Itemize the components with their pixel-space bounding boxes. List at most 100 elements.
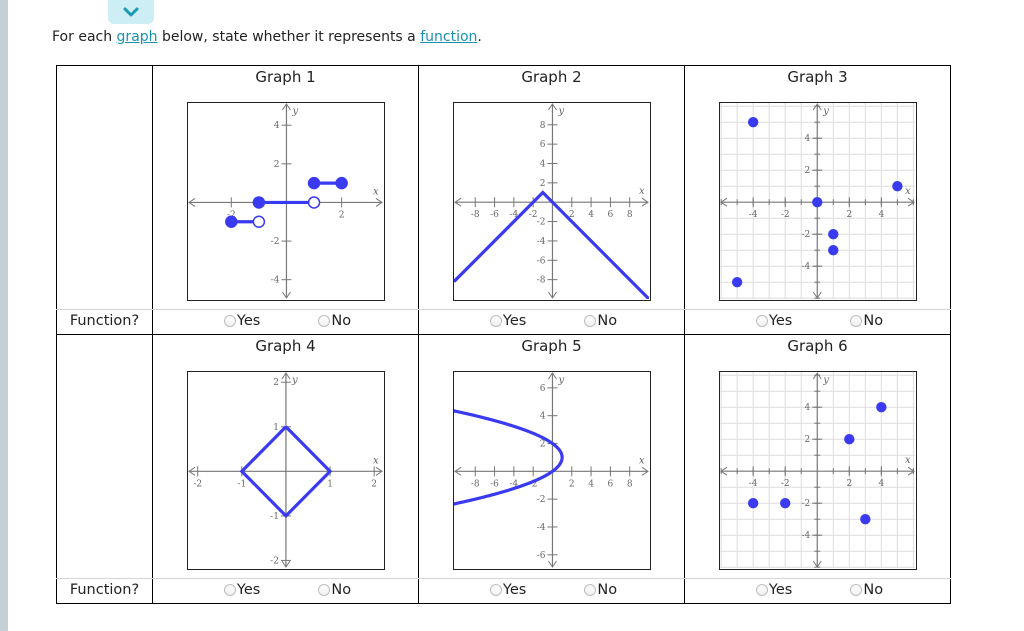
- radio-button[interactable]: [318, 315, 331, 327]
- svg-text:4: 4: [588, 479, 594, 489]
- graph-3-yes-option[interactable]: Yes: [755, 310, 793, 332]
- graph-6-no-option[interactable]: No: [850, 579, 883, 601]
- svg-text:2: 2: [804, 435, 810, 445]
- function-row-label: Function?: [56, 578, 153, 604]
- svg-text:-6: -6: [490, 479, 499, 489]
- no-label: No: [863, 582, 884, 598]
- function-link[interactable]: function: [420, 29, 478, 45]
- graph-title: Graph 4: [152, 334, 419, 358]
- graph-title: Graph 3: [684, 65, 951, 89]
- svg-text:x: x: [639, 186, 645, 197]
- graph-5-no-option[interactable]: No: [584, 579, 617, 601]
- graph-link[interactable]: graph: [116, 29, 158, 45]
- yes-label: Yes: [768, 313, 793, 329]
- graph-3-no-option[interactable]: No: [850, 310, 883, 332]
- graph-5-plot: -8 -6 -4 -2 2 4 6 8 -6 -4 -2 2 4 6 x y: [452, 371, 651, 570]
- radio-button[interactable]: [584, 315, 597, 327]
- prompt-text: below, state whether it represents a: [157, 29, 421, 45]
- svg-text:8: 8: [539, 121, 545, 131]
- svg-text:-4: -4: [509, 479, 518, 489]
- svg-text:-2: -2: [528, 479, 537, 489]
- svg-text:-2: -2: [801, 230, 810, 240]
- svg-text:-2: -2: [780, 210, 789, 220]
- radio-button[interactable]: [489, 584, 502, 596]
- prompt-text: .: [477, 29, 482, 45]
- svg-text:x: x: [905, 455, 911, 466]
- no-label: No: [331, 582, 352, 598]
- function-row-label: Function?: [56, 309, 153, 335]
- collapse-button[interactable]: [108, 0, 154, 24]
- svg-text:2: 2: [539, 440, 545, 450]
- svg-text:6: 6: [539, 384, 545, 394]
- svg-text:6: 6: [607, 479, 613, 489]
- svg-text:y: y: [557, 106, 564, 117]
- graph-title: Graph 6: [684, 334, 951, 358]
- chevron-down-icon: [122, 3, 140, 22]
- graph-4-plot: -2 -1 1 2 -2 -1 1 2 x y: [186, 371, 385, 570]
- empty-plot-cell: [56, 89, 153, 310]
- svg-text:4: 4: [878, 479, 884, 489]
- svg-text:2: 2: [338, 210, 344, 220]
- radio-button[interactable]: [223, 315, 236, 327]
- graph-2-plot: -8 -6 -4 -2 2 4 6 8 -8 -6 -4 -2 2 4 6 8 x y: [452, 102, 651, 301]
- graph-5-yes-option[interactable]: Yes: [489, 579, 526, 601]
- svg-text:-2: -2: [270, 556, 279, 566]
- graph-4-yes-option[interactable]: Yes: [223, 579, 261, 601]
- svg-text:x: x: [373, 186, 379, 197]
- radio-button[interactable]: [755, 584, 768, 596]
- graph-2-no-option[interactable]: No: [584, 310, 617, 332]
- svg-text:-2: -2: [780, 479, 789, 489]
- yes-label: Yes: [236, 582, 261, 598]
- graph-1-no-option[interactable]: No: [318, 310, 351, 332]
- svg-text:x: x: [639, 455, 645, 466]
- svg-text:-2: -2: [536, 495, 545, 505]
- svg-text:-2: -2: [226, 210, 235, 220]
- svg-text:8: 8: [626, 479, 632, 489]
- empty-header-cell: [56, 65, 153, 89]
- empty-header-cell: [56, 334, 153, 358]
- svg-text:4: 4: [273, 121, 279, 131]
- svg-text:-4: -4: [748, 210, 757, 220]
- no-label: No: [597, 313, 618, 329]
- svg-text:2: 2: [846, 210, 852, 220]
- no-label: No: [597, 582, 618, 598]
- svg-text:1: 1: [327, 479, 333, 489]
- svg-text:-4: -4: [748, 479, 757, 489]
- graph-2-yes-option[interactable]: Yes: [489, 310, 526, 332]
- graph-title: Graph 5: [418, 334, 685, 358]
- svg-text:y: y: [822, 106, 829, 117]
- radio-button[interactable]: [489, 315, 502, 327]
- radio-button[interactable]: [223, 584, 236, 596]
- graph-1-yes-option[interactable]: Yes: [223, 310, 260, 332]
- graph-3-plot: -4 -2 2 4 -4 -2 2 4 x y: [718, 102, 917, 301]
- svg-text:-4: -4: [536, 523, 545, 533]
- svg-text:2: 2: [273, 378, 279, 388]
- svg-text:-6: -6: [490, 210, 499, 220]
- svg-text:y: y: [291, 106, 298, 117]
- svg-text:4: 4: [539, 159, 545, 169]
- svg-text:-1: -1: [237, 479, 246, 489]
- svg-text:2: 2: [568, 210, 574, 220]
- svg-text:-1: -1: [270, 512, 279, 522]
- graphs-table: Graph 1 Graph 2 Graph 3 -2 2 -4 -2 2 4 x y -8 -6 -4 -2…: [56, 65, 951, 604]
- graph-title: Graph 2: [418, 65, 685, 89]
- svg-text:-8: -8: [470, 210, 479, 220]
- radio-button[interactable]: [755, 315, 768, 327]
- left-scroll-strip: [0, 0, 8, 631]
- svg-text:4: 4: [878, 210, 884, 220]
- svg-text:-6: -6: [536, 256, 545, 266]
- radio-button[interactable]: [318, 584, 331, 596]
- svg-text:x: x: [373, 455, 379, 466]
- graph-6-yes-option[interactable]: Yes: [755, 579, 792, 601]
- radio-button[interactable]: [850, 584, 863, 596]
- radio-button[interactable]: [850, 315, 863, 327]
- svg-text:4: 4: [539, 412, 545, 422]
- svg-text:y: y: [557, 375, 564, 386]
- graph-4-no-option[interactable]: No: [318, 579, 351, 601]
- svg-text:6: 6: [607, 210, 613, 220]
- radio-button[interactable]: [584, 584, 597, 596]
- svg-text:-2: -2: [193, 479, 202, 489]
- graph-title: Graph 1: [152, 65, 419, 89]
- svg-text:-2: -2: [536, 218, 545, 228]
- empty-plot-cell: [56, 358, 153, 579]
